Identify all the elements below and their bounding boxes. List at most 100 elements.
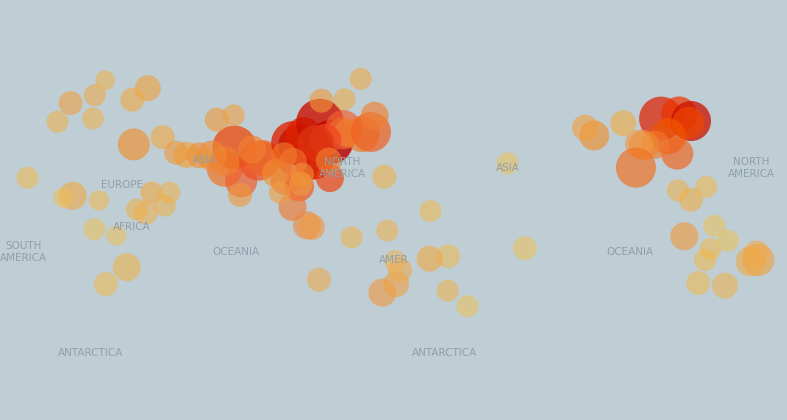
Circle shape xyxy=(667,179,689,201)
Circle shape xyxy=(436,244,460,268)
Circle shape xyxy=(279,125,319,165)
Circle shape xyxy=(641,131,670,159)
Circle shape xyxy=(650,118,686,154)
Circle shape xyxy=(742,244,774,276)
Circle shape xyxy=(164,141,188,165)
Text: AFRICA: AFRICA xyxy=(113,222,150,232)
Circle shape xyxy=(610,110,636,136)
Circle shape xyxy=(113,253,141,281)
Circle shape xyxy=(297,125,334,161)
Circle shape xyxy=(83,218,105,240)
Circle shape xyxy=(325,110,361,146)
Circle shape xyxy=(279,148,307,176)
Circle shape xyxy=(694,249,716,271)
Circle shape xyxy=(334,88,356,110)
Circle shape xyxy=(153,194,176,217)
Circle shape xyxy=(671,101,711,141)
Circle shape xyxy=(316,164,344,192)
Text: NORTH
AMERICA: NORTH AMERICA xyxy=(728,157,775,179)
Circle shape xyxy=(150,125,175,149)
Circle shape xyxy=(349,68,371,90)
Circle shape xyxy=(686,271,710,295)
Circle shape xyxy=(625,130,653,158)
Circle shape xyxy=(661,138,693,170)
Circle shape xyxy=(351,112,391,152)
Circle shape xyxy=(225,165,257,197)
Text: OCEANIA: OCEANIA xyxy=(212,247,260,257)
Circle shape xyxy=(272,142,297,168)
Circle shape xyxy=(307,268,331,292)
Circle shape xyxy=(53,188,73,208)
Circle shape xyxy=(286,117,322,153)
Circle shape xyxy=(360,102,389,130)
Circle shape xyxy=(46,111,68,133)
Circle shape xyxy=(118,129,150,160)
Circle shape xyxy=(279,193,306,221)
Circle shape xyxy=(246,140,281,176)
Circle shape xyxy=(187,142,212,168)
Circle shape xyxy=(309,120,353,164)
Circle shape xyxy=(238,141,279,181)
Circle shape xyxy=(228,183,252,207)
Circle shape xyxy=(141,181,162,204)
Circle shape xyxy=(696,176,717,198)
Circle shape xyxy=(372,165,397,189)
Circle shape xyxy=(296,99,344,147)
Circle shape xyxy=(671,222,698,250)
Circle shape xyxy=(223,104,245,126)
Circle shape xyxy=(388,258,412,282)
Circle shape xyxy=(672,107,704,139)
Circle shape xyxy=(299,214,325,240)
Circle shape xyxy=(704,215,726,237)
Text: NORTH
AMERICA: NORTH AMERICA xyxy=(319,157,366,179)
Circle shape xyxy=(212,126,257,170)
Circle shape xyxy=(717,230,739,252)
Circle shape xyxy=(272,121,315,165)
Circle shape xyxy=(293,211,321,239)
Circle shape xyxy=(59,182,87,210)
Circle shape xyxy=(419,200,442,222)
Circle shape xyxy=(327,117,359,149)
Circle shape xyxy=(289,172,312,196)
Circle shape xyxy=(134,201,158,225)
Circle shape xyxy=(639,97,683,141)
Circle shape xyxy=(197,141,227,171)
Circle shape xyxy=(94,272,118,296)
Circle shape xyxy=(58,91,83,115)
Circle shape xyxy=(579,121,609,150)
Circle shape xyxy=(437,280,459,302)
Text: SOUTH
AMERICA: SOUTH AMERICA xyxy=(0,241,47,263)
Circle shape xyxy=(679,188,703,212)
Circle shape xyxy=(309,89,334,113)
Circle shape xyxy=(341,226,363,248)
Circle shape xyxy=(17,167,39,189)
Circle shape xyxy=(158,181,180,204)
Circle shape xyxy=(744,241,770,267)
Circle shape xyxy=(297,143,333,179)
Circle shape xyxy=(376,220,398,241)
Circle shape xyxy=(262,159,290,187)
Circle shape xyxy=(456,295,478,317)
Circle shape xyxy=(89,190,109,210)
Circle shape xyxy=(629,130,659,160)
Circle shape xyxy=(284,171,314,201)
Circle shape xyxy=(661,97,697,132)
Circle shape xyxy=(700,238,722,260)
Circle shape xyxy=(294,139,333,179)
Circle shape xyxy=(309,124,342,156)
Text: AMER: AMER xyxy=(379,255,408,265)
Circle shape xyxy=(616,147,656,188)
Text: ASIA: ASIA xyxy=(496,163,519,173)
Circle shape xyxy=(416,246,442,272)
Circle shape xyxy=(712,273,738,299)
Circle shape xyxy=(126,198,148,220)
Circle shape xyxy=(316,147,342,173)
Circle shape xyxy=(210,146,240,176)
Circle shape xyxy=(135,75,161,101)
Circle shape xyxy=(238,135,266,163)
Circle shape xyxy=(344,116,380,152)
Circle shape xyxy=(334,119,361,147)
Circle shape xyxy=(513,236,537,260)
Circle shape xyxy=(84,84,106,106)
Circle shape xyxy=(95,71,115,90)
